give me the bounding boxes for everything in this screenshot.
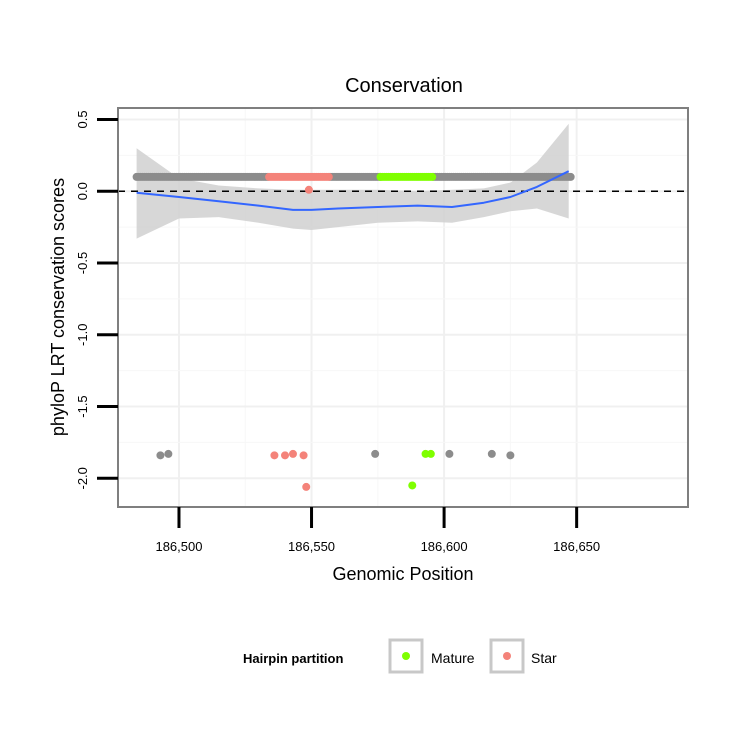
confidence-band-area: [136, 123, 569, 239]
legend-title: Hairpin partition: [243, 651, 343, 666]
plot-panel-border: [117, 107, 689, 508]
legend-item-mature: Mature: [388, 638, 475, 674]
other-point-0: [156, 451, 165, 460]
y-tick-label-4: -1.5: [75, 395, 90, 417]
star-top-point: [324, 172, 333, 181]
data-points: [132, 172, 575, 491]
legend-item-star: Star: [489, 638, 557, 674]
legend-label-mature: Mature: [431, 650, 475, 666]
x-tick-label-0: 186,500: [155, 539, 202, 554]
x-tick-label-1: 186,550: [288, 539, 335, 554]
mature-point-0: [408, 481, 417, 490]
y-axis: 0.5 0.0 -0.5 -1.0 -1.5 -2.0: [75, 110, 118, 489]
legend: Hairpin partition Mature Star: [243, 638, 557, 674]
mature-top-point: [428, 172, 437, 181]
x-tick-label-2: 186,600: [421, 539, 468, 554]
y-tick-label-2: -0.5: [75, 252, 90, 274]
other-point-4: [487, 449, 496, 458]
mature-point-2: [426, 449, 435, 458]
x-tick-label-3: 186,650: [553, 539, 600, 554]
y-tick-label-0: 0.5: [75, 110, 90, 128]
chart-title: Conservation: [345, 75, 463, 97]
y-tick-label-5: -2.0: [75, 467, 90, 489]
legend-star-point: [503, 652, 511, 660]
star-point-3: [299, 451, 308, 460]
y-tick-label-1: 0.0: [75, 182, 90, 200]
legend-label-star: Star: [531, 650, 557, 666]
y-tick-label-3: -1.0: [75, 324, 90, 346]
star-point-2: [288, 449, 297, 458]
other-point-5: [506, 451, 515, 460]
other-point-3: [445, 449, 454, 458]
x-axis-title: Genomic Position: [332, 564, 473, 584]
star-point-5: [304, 185, 313, 194]
other-point-2: [371, 449, 380, 458]
smooth-line: [136, 170, 570, 211]
x-axis: 186,500 186,550 186,600 186,650: [155, 507, 600, 554]
confidence-band: [136, 123, 569, 239]
star-point-1: [281, 451, 290, 460]
y-axis-title: phyloP LRT conservation scores: [48, 178, 68, 436]
loess-smooth-line: [136, 170, 570, 211]
star-point-0: [270, 451, 279, 460]
legend-mature-point: [402, 652, 410, 660]
other-point-1: [164, 449, 173, 458]
other-top-point: [566, 172, 575, 181]
star-point-4: [302, 482, 311, 491]
